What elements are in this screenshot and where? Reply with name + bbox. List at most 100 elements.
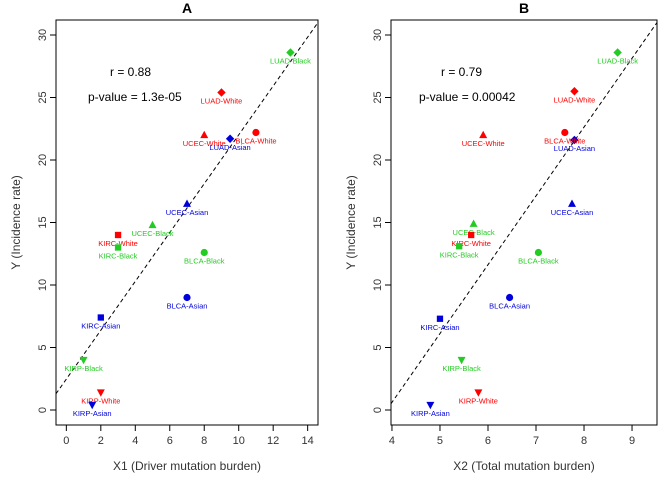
- x-tick-label: 9: [629, 435, 635, 447]
- y-axis-label: Y (Incidence rate): [9, 175, 23, 270]
- point-label-kirp-asian: KIRP-Asian: [411, 409, 450, 418]
- x-tick-label: 5: [437, 435, 443, 447]
- point-kirp-black: [79, 356, 88, 365]
- regression-line: [391, 22, 657, 405]
- panel-a: A 0 2 4 6 8 10 12 14 0 5 10 15 20 25 30 X1 (Driver mutat…: [9, 0, 319, 473]
- point-kirp-asian: [88, 401, 97, 410]
- point-kirc-asian: [97, 314, 104, 321]
- point-label-ucec-black: UCEC-Black: [131, 229, 173, 238]
- x-tick-label: 7: [533, 435, 539, 447]
- point-label-ucec-white: UCEC-White: [183, 139, 226, 148]
- point-kirp-white: [474, 389, 483, 397]
- point-luad-white: [570, 87, 579, 96]
- point-label-kirp-white: KIRP-White: [459, 397, 498, 406]
- p-value-text: p-value = 0.00042: [419, 90, 516, 104]
- x-tick-label: 4: [389, 435, 395, 447]
- x-tick-label: 6: [485, 435, 491, 447]
- x-axis-label: X2 (Total mutation burden): [453, 459, 594, 473]
- point-ucec-white: [200, 130, 209, 139]
- panel-title: A: [182, 0, 192, 16]
- x-tick-label: 6: [167, 435, 173, 447]
- point-kirc-black: [114, 244, 122, 251]
- point-kirc-black: [456, 243, 463, 250]
- point-luad-white: [217, 88, 226, 97]
- point-label-kirc-asian: KIRC-Asian: [420, 323, 459, 332]
- point-label-blca-black: BLCA-Black: [184, 257, 225, 266]
- y-axis: 0 5 10 15 20 25 30: [372, 29, 392, 413]
- x-tick-label: 4: [132, 435, 138, 447]
- point-label-blca-white: BLCA-White: [235, 137, 276, 146]
- point-label-luad-black: LUAD-Black: [270, 57, 311, 66]
- point-label-kirc-asian: KIRC-Asian: [81, 322, 120, 331]
- point-kirp-white: [96, 389, 105, 397]
- y-tick-label: 5: [37, 344, 49, 350]
- x-axis: 0 2 4 6 8 10 12 14: [63, 424, 314, 447]
- point-label-blca-white: BLCA-White: [544, 137, 585, 146]
- y-axis-label: Y (Incidence rate): [344, 175, 358, 270]
- point-blca-black: [534, 248, 543, 257]
- point-ucec-asian: [183, 199, 191, 207]
- point-label-ucec-asian: UCEC-Asian: [551, 208, 594, 217]
- x-tick-label: 2: [98, 435, 104, 447]
- point-kirc-asian: [436, 315, 444, 322]
- point-ucec-white: [479, 130, 488, 139]
- x-tick-label: 10: [233, 435, 245, 447]
- point-blca-asian: [505, 293, 514, 302]
- y-tick-label: 0: [37, 407, 49, 413]
- x-tick-label: 8: [201, 435, 207, 447]
- x-axis-label: X1 (Driver mutation burden): [113, 459, 261, 473]
- y-tick-label: 20: [37, 154, 49, 166]
- point-label-kirp-asian: KIRP-Asian: [73, 409, 112, 418]
- point-blca-black: [200, 248, 208, 257]
- point-label-kirc-black: KIRC-Black: [440, 250, 479, 259]
- point-label-kirc-black: KIRC-Black: [99, 252, 138, 261]
- point-luad-black: [613, 48, 622, 57]
- x-tick-label: 8: [581, 435, 587, 447]
- point-label-kirp-white: KIRP-White: [81, 397, 120, 406]
- regression-line: [56, 22, 318, 395]
- point-ucec-asian: [568, 199, 577, 207]
- point-kirc-white: [468, 231, 475, 239]
- y-tick-label: 25: [372, 91, 384, 103]
- point-blca-white: [252, 128, 260, 137]
- y-tick-label: 15: [37, 216, 49, 228]
- point-label-kirp-black: KIRP-Black: [442, 364, 481, 373]
- point-label-ucec-asian: UCEC-Asian: [166, 208, 209, 217]
- y-tick-label: 30: [37, 29, 49, 41]
- x-axis: 4 5 6 7 8 9: [389, 424, 635, 447]
- point-label-kirp-black: KIRP-Black: [64, 364, 103, 373]
- point-label-luad-asian: LUAD-Asian: [209, 143, 250, 152]
- correlation-text: r = 0.79: [441, 65, 482, 79]
- point-kirp-black: [457, 356, 466, 365]
- point-label-blca-black: BLCA-Black: [518, 257, 559, 266]
- x-tick-label: 0: [63, 435, 69, 447]
- y-tick-label: 5: [372, 344, 384, 350]
- y-tick-label: 25: [37, 91, 49, 103]
- panel-title: B: [519, 0, 529, 16]
- y-tick-label: 10: [37, 279, 49, 291]
- point-blca-asian: [183, 293, 191, 302]
- x-tick-label: 14: [302, 435, 314, 447]
- y-tick-label: 10: [372, 279, 384, 291]
- point-label-kirc-white: KIRC-White: [451, 239, 491, 248]
- y-tick-label: 20: [372, 154, 384, 166]
- correlation-text: r = 0.88: [110, 65, 151, 79]
- point-label-blca-asian: BLCA-Asian: [489, 302, 530, 311]
- point-label-luad-asian: LUAD-Asian: [554, 144, 595, 153]
- point-label-luad-white: LUAD-White: [554, 95, 596, 104]
- point-label-luad-white: LUAD-White: [201, 97, 243, 106]
- y-tick-label: 0: [372, 407, 384, 413]
- p-value-text: p-value = 1.3e-05: [88, 90, 182, 104]
- plot-frame: [390, 19, 658, 426]
- y-tick-label: 30: [372, 29, 384, 41]
- point-label-ucec-white: UCEC-White: [462, 139, 505, 148]
- point-label-luad-black: LUAD-Black: [597, 57, 638, 66]
- point-blca-white: [561, 128, 569, 137]
- point-luad-asian: [225, 134, 235, 143]
- y-axis: 0 5 10 15 20 25 30: [37, 29, 57, 413]
- point-label-blca-asian: BLCA-Asian: [167, 302, 208, 311]
- point-luad-asian: [570, 135, 579, 145]
- point-kirp-asian: [426, 401, 435, 410]
- y-tick-label: 15: [372, 216, 384, 228]
